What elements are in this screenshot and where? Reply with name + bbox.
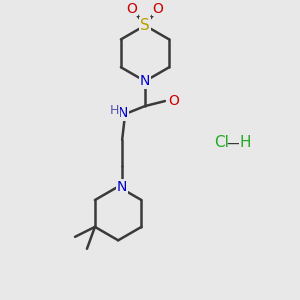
Text: O: O xyxy=(152,2,164,16)
Text: N: N xyxy=(117,180,127,194)
Text: H: H xyxy=(110,103,119,116)
Text: —: — xyxy=(226,135,241,150)
Text: O: O xyxy=(127,2,137,16)
Text: N: N xyxy=(140,74,150,88)
Text: N: N xyxy=(118,106,128,120)
Text: Cl: Cl xyxy=(214,135,229,150)
Text: O: O xyxy=(168,94,179,108)
Text: H: H xyxy=(240,135,251,150)
Text: S: S xyxy=(140,18,150,33)
